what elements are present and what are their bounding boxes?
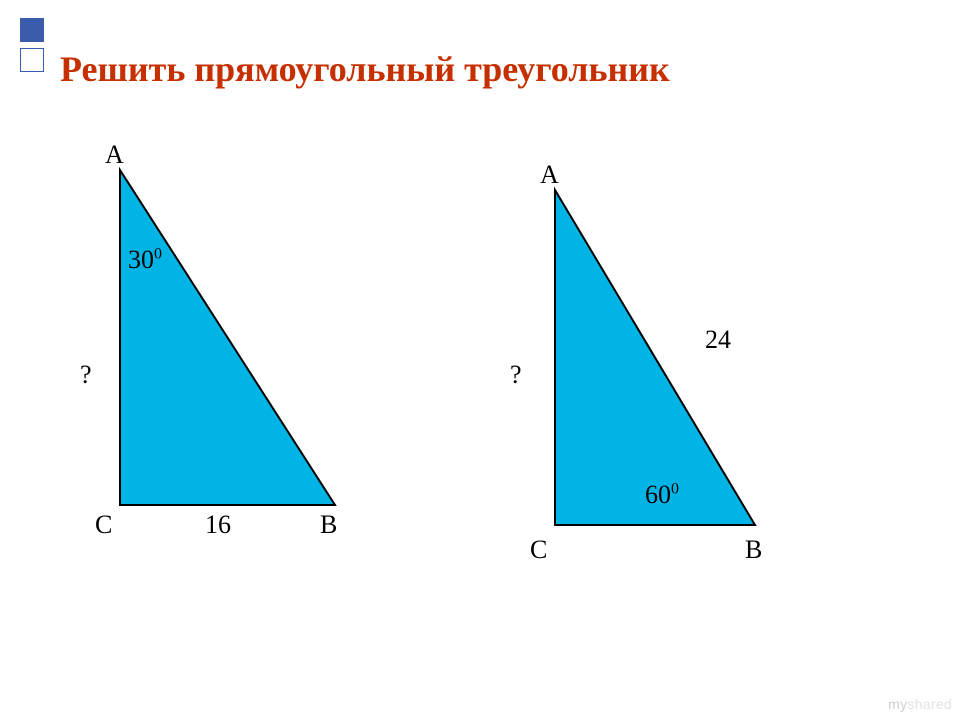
- slide-title: Решить прямоугольный треугольник: [60, 50, 930, 90]
- angle-degree-right: 0: [671, 480, 679, 497]
- watermark-my: my: [888, 696, 907, 712]
- title-bullets: [20, 18, 44, 78]
- vertex-a-right: А: [540, 160, 559, 190]
- bullet-filled: [20, 18, 44, 42]
- bullet-hollow: [20, 48, 44, 72]
- watermark: myshared: [888, 696, 952, 712]
- angle-60-right: 600: [645, 480, 679, 510]
- vertex-b-left: В: [320, 510, 337, 540]
- angle-30-left: 300: [128, 245, 162, 275]
- triangle-left: А С В 300 ? 16: [100, 150, 420, 575]
- triangle-right: А С В 600 ? 24: [535, 170, 855, 595]
- side-24-right: 24: [705, 325, 731, 355]
- side-16-left: 16: [205, 510, 231, 540]
- vertex-c-left: С: [95, 510, 112, 540]
- watermark-shared: shared: [907, 696, 952, 712]
- vertex-c-right: С: [530, 535, 547, 565]
- triangle-right-svg: [535, 170, 855, 590]
- vertex-a-left: А: [105, 140, 124, 170]
- unknown-left: ?: [80, 360, 92, 390]
- triangle-right-shape: [555, 190, 755, 525]
- angle-value-right: 60: [645, 480, 671, 509]
- triangle-left-shape: [120, 170, 335, 505]
- diagram-area: А С В 300 ? 16 А С В 600 ? 24: [0, 140, 960, 700]
- unknown-right: ?: [510, 360, 522, 390]
- triangle-left-svg: [100, 150, 420, 570]
- vertex-b-right: В: [745, 535, 762, 565]
- angle-degree-left: 0: [154, 245, 162, 262]
- angle-value-left: 30: [128, 245, 154, 274]
